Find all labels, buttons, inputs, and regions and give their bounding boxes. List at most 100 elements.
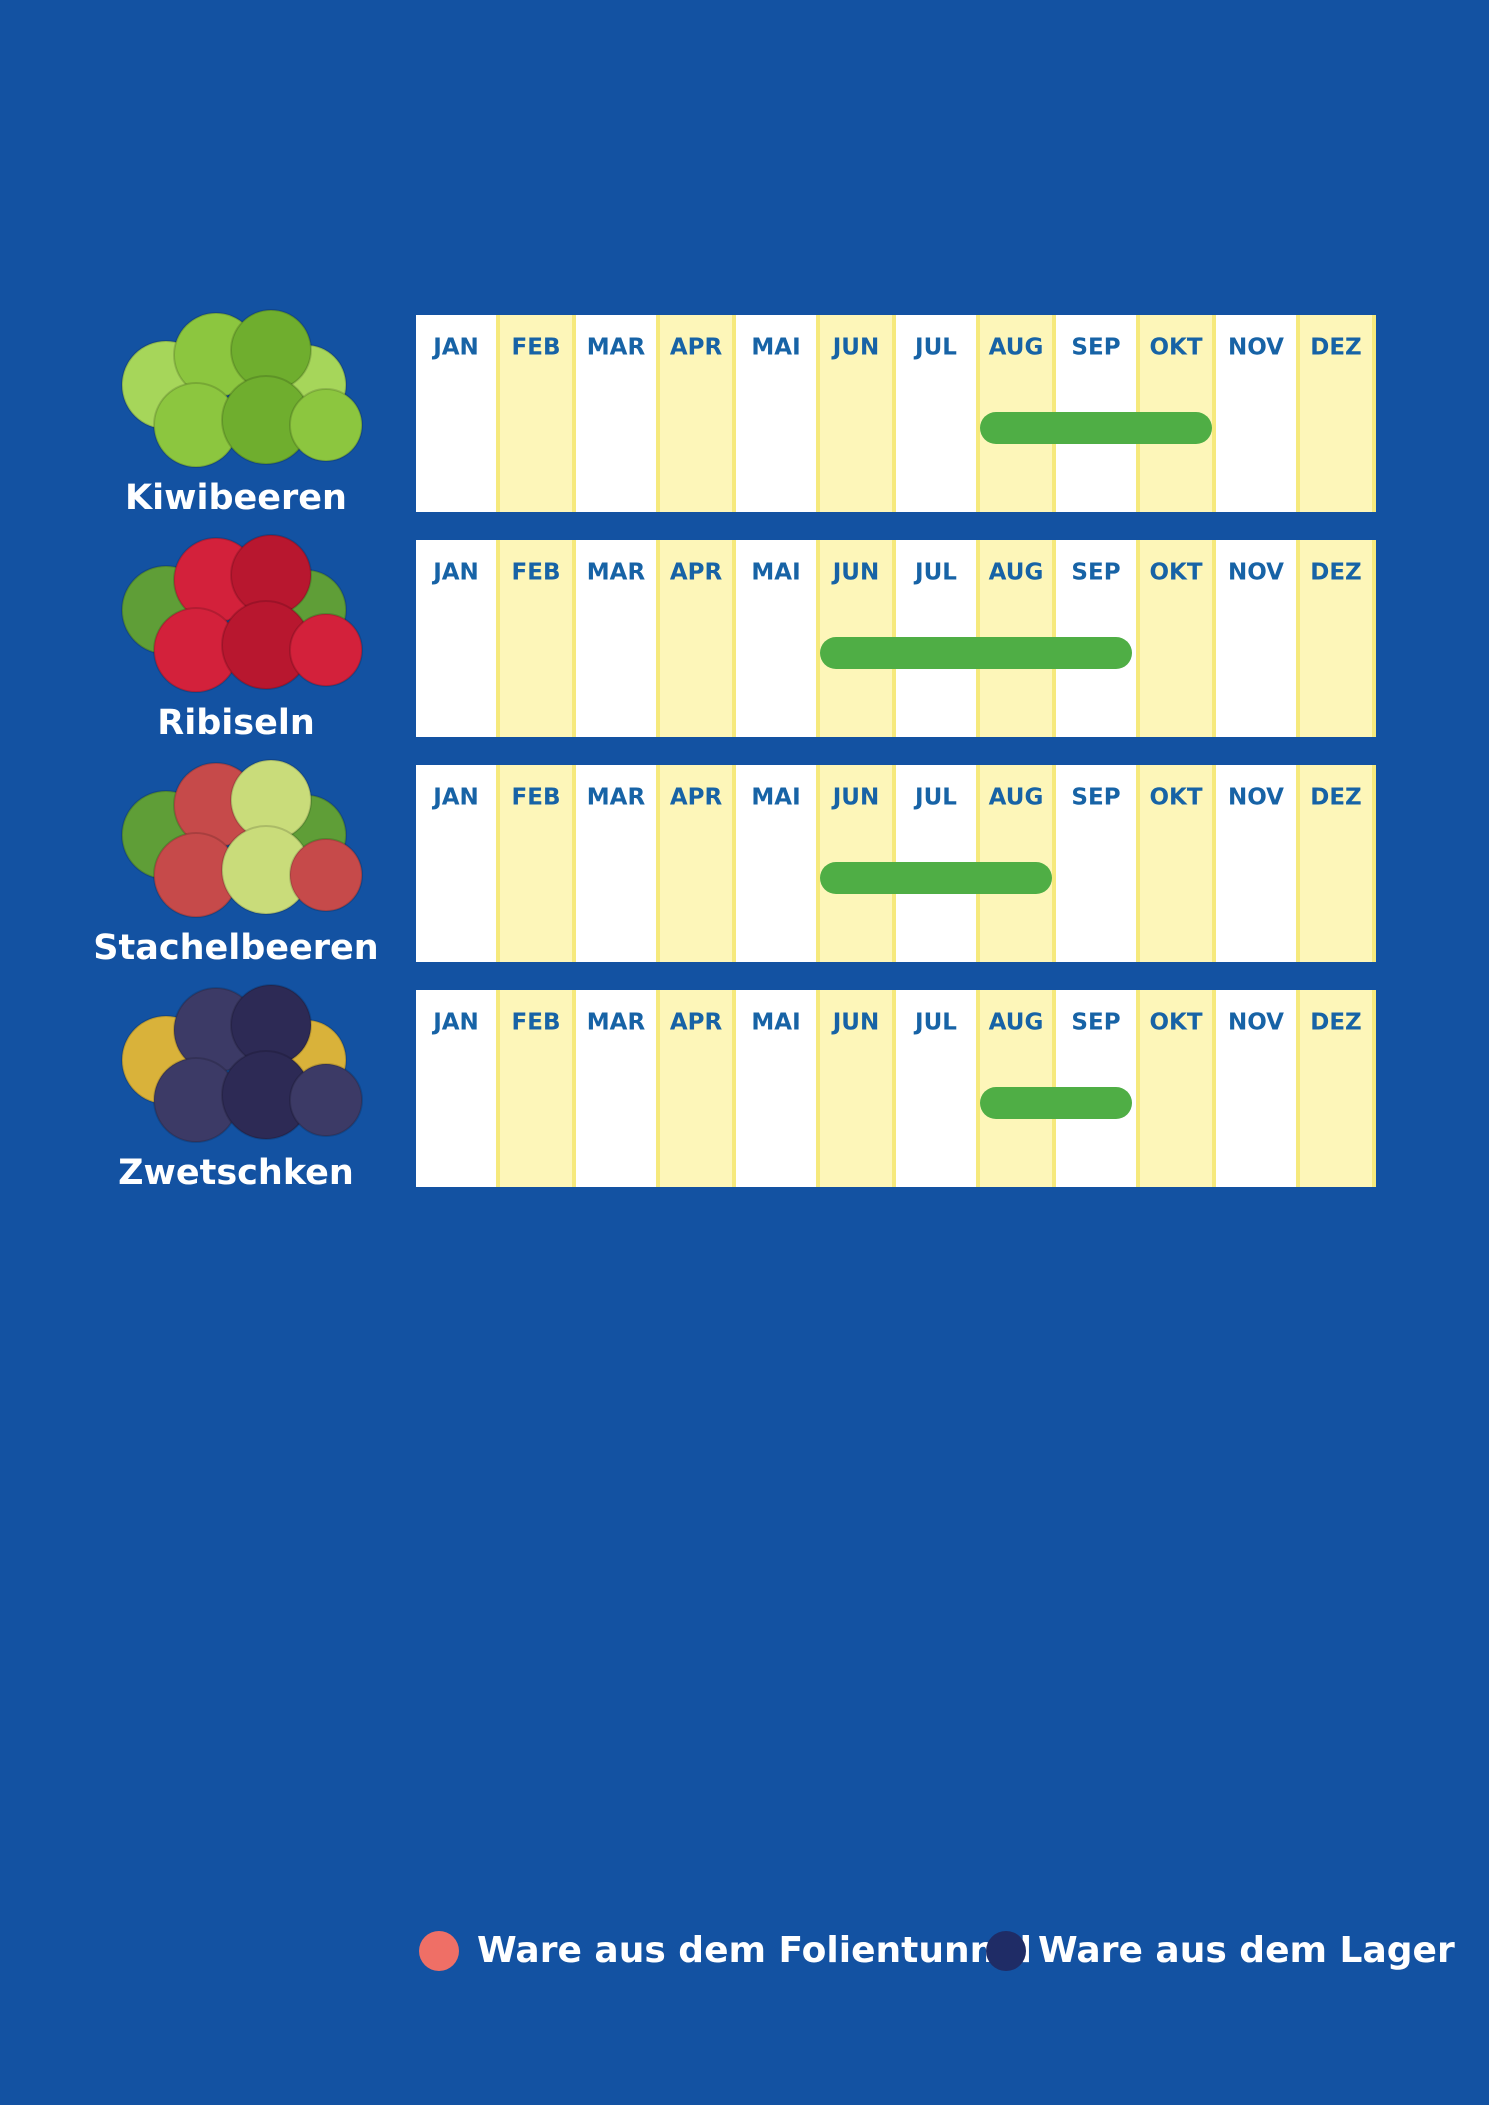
month-label: JAN <box>431 560 479 586</box>
month-column <box>656 990 736 1187</box>
month-label: MAR <box>587 785 646 811</box>
month-label: AUG <box>989 785 1044 811</box>
month-label: OKT <box>1149 785 1202 811</box>
column-edge <box>1296 990 1300 1187</box>
month-column <box>576 765 656 962</box>
month-label: DEZ <box>1310 785 1361 811</box>
month-label: MAI <box>751 560 800 586</box>
month-column <box>1056 765 1136 962</box>
column-edge <box>816 990 820 1187</box>
column-edge <box>1136 765 1140 962</box>
fruit-shape <box>289 838 363 912</box>
month-label: MAR <box>587 1010 646 1036</box>
fruit-image <box>121 309 363 468</box>
column-edge <box>572 315 576 512</box>
column-edge <box>572 765 576 962</box>
month-label: DEZ <box>1310 560 1361 586</box>
fruit-image <box>121 759 363 918</box>
month-column <box>736 540 816 737</box>
month-label: JUL <box>913 560 957 586</box>
month-label: DEZ <box>1310 1010 1361 1036</box>
column-edge <box>1296 315 1300 512</box>
column-edge <box>572 540 576 737</box>
fruit-shape <box>289 388 363 462</box>
column-edge <box>816 315 820 512</box>
month-column <box>896 990 976 1187</box>
month-label: NOV <box>1228 1010 1284 1036</box>
month-label: FEB <box>512 785 561 811</box>
season-bar <box>980 1087 1132 1119</box>
month-label: SEP <box>1071 560 1120 586</box>
fruit-image <box>121 984 363 1143</box>
season-bar <box>820 637 1132 669</box>
column-edge <box>1296 540 1300 737</box>
legend-dot <box>419 1931 459 1971</box>
column-edge <box>656 990 660 1187</box>
column-edge <box>496 315 500 512</box>
column-edge <box>1372 315 1376 512</box>
column-edge <box>1372 990 1376 1187</box>
month-column <box>736 315 816 512</box>
month-column <box>816 315 896 512</box>
column-edge <box>656 540 660 737</box>
month-label: APR <box>670 335 723 361</box>
column-edge <box>892 990 896 1187</box>
month-column <box>1136 540 1216 737</box>
month-label: OKT <box>1149 335 1202 361</box>
month-column <box>416 315 496 512</box>
month-column <box>416 990 496 1187</box>
column-edge <box>1136 990 1140 1187</box>
month-column <box>1296 765 1376 962</box>
fruit-name: Zwetschken <box>118 1153 354 1193</box>
month-label: JAN <box>431 1010 479 1036</box>
column-edge <box>656 315 660 512</box>
month-column <box>736 765 816 962</box>
month-label: MAI <box>751 335 800 361</box>
month-label: APR <box>670 785 723 811</box>
month-column <box>1216 990 1296 1187</box>
legend-dot <box>986 1931 1026 1971</box>
column-edge <box>1052 765 1056 962</box>
month-column <box>1296 540 1376 737</box>
month-label: NOV <box>1228 335 1284 361</box>
fruit-image <box>121 534 363 693</box>
month-column <box>1216 540 1296 737</box>
month-label: JAN <box>431 785 479 811</box>
month-column <box>1136 990 1216 1187</box>
fruit-shape <box>289 613 363 687</box>
month-label: AUG <box>989 335 1044 361</box>
legend-label: Ware aus dem Folientunnel <box>477 1930 1032 1971</box>
month-column <box>656 765 736 962</box>
month-label: FEB <box>512 560 561 586</box>
fruit-shape <box>289 1063 363 1137</box>
month-column <box>496 990 576 1187</box>
month-column <box>496 315 576 512</box>
column-edge <box>732 315 736 512</box>
month-column <box>656 540 736 737</box>
month-column <box>496 540 576 737</box>
month-label: MAR <box>587 560 646 586</box>
month-column <box>816 990 896 1187</box>
season-bar <box>980 412 1212 444</box>
month-label: DEZ <box>1310 335 1361 361</box>
month-column <box>1136 765 1216 962</box>
month-label: JUL <box>913 1010 957 1036</box>
month-label: JUL <box>913 785 957 811</box>
column-edge <box>1212 315 1216 512</box>
month-column <box>416 765 496 962</box>
season-bar <box>820 862 1052 894</box>
month-label: APR <box>670 560 723 586</box>
month-label: OKT <box>1149 1010 1202 1036</box>
month-column <box>576 540 656 737</box>
month-label: JUN <box>831 785 879 811</box>
month-label: JUN <box>831 560 879 586</box>
month-label: MAR <box>587 335 646 361</box>
column-edge <box>1136 540 1140 737</box>
month-label: SEP <box>1071 1010 1120 1036</box>
legend-label: Ware aus dem Lager <box>1038 1930 1455 1971</box>
column-edge <box>732 765 736 962</box>
column-edge <box>496 765 500 962</box>
column-edge <box>892 315 896 512</box>
column-edge <box>732 540 736 737</box>
